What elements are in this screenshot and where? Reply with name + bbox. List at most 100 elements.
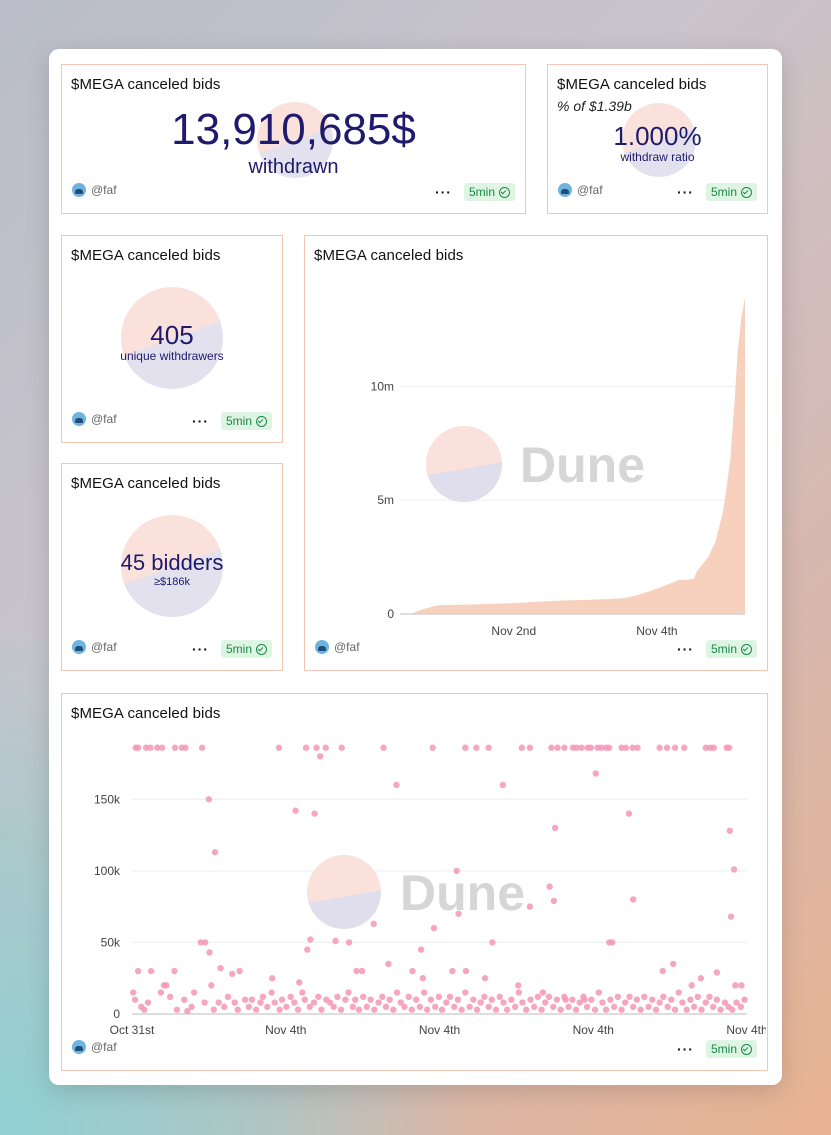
scatter-point (649, 996, 656, 1003)
scatter-point (633, 996, 641, 1003)
scatter-point (466, 1003, 473, 1011)
scatter-point (141, 1006, 148, 1013)
more-options-icon[interactable]: ··· (676, 1041, 694, 1057)
y-tick-label: 0 (387, 607, 394, 621)
withdrawn-value: 13,910,685$ (171, 105, 416, 154)
scatter-point (241, 996, 249, 1003)
scatter-point (659, 967, 666, 975)
scatter-point (729, 1006, 736, 1013)
scatter-point (417, 946, 425, 953)
scatter-point (311, 810, 318, 817)
check-circle-icon (741, 1043, 752, 1055)
scatter-point (515, 989, 523, 996)
y-tick-label: 150k (94, 792, 121, 806)
scatter-point (304, 946, 311, 953)
scatter-point (481, 993, 488, 1001)
scatter-point (630, 896, 637, 903)
scatter-point (338, 744, 345, 751)
more-options-icon[interactable]: ··· (191, 413, 209, 429)
scatter-point (236, 967, 243, 975)
scatter-point (591, 1006, 599, 1013)
scatter-point (231, 999, 238, 1006)
refresh-badge[interactable]: 5min (705, 640, 757, 658)
scatter-point (292, 807, 299, 814)
scatter-point (275, 744, 283, 751)
avatar (315, 640, 329, 654)
scatter-point (626, 993, 633, 1001)
author-link[interactable]: @faf (315, 640, 360, 654)
scatter-point (355, 1006, 363, 1013)
scatter-point (688, 982, 695, 989)
scatter-point (224, 993, 232, 1001)
refresh-badge[interactable]: 5min (705, 183, 757, 201)
scatter-point (409, 967, 416, 975)
scatter-point (332, 937, 339, 945)
scatter-point (245, 1003, 253, 1011)
scatter-point (264, 1003, 271, 1011)
bidders-counter-card[interactable]: $MEGA canceled bids 45 bidders ≥$186k @f… (61, 463, 283, 671)
scatter-point (733, 999, 740, 1006)
scatter-point (221, 1003, 228, 1011)
withdraw-ratio-card[interactable]: $MEGA canceled bids % of $1.39b 1.000% w… (547, 64, 768, 214)
scatter-point (316, 753, 324, 760)
scatter-point (462, 989, 469, 996)
scatter-point (606, 744, 613, 751)
scatter-point (679, 999, 686, 1006)
avatar (72, 1040, 86, 1054)
scatter-point (706, 993, 713, 1001)
scatter-point (455, 910, 462, 917)
scatter-point (675, 989, 682, 996)
scatter-point (550, 897, 558, 905)
scatter-point (551, 824, 559, 832)
author-link[interactable]: @faf (72, 183, 117, 197)
scatter-point (489, 939, 496, 946)
unique-withdrawers-card[interactable]: $MEGA canceled bids 405 unique withdrawe… (61, 235, 283, 443)
more-options-icon[interactable]: ··· (676, 184, 694, 200)
more-options-icon[interactable]: ··· (676, 641, 694, 657)
refresh-badge[interactable]: 5min (705, 1040, 757, 1058)
dune-watermark: Dune (307, 855, 525, 929)
scatter-point (557, 1006, 564, 1013)
scatter-point (427, 996, 435, 1003)
scatter-point (229, 970, 236, 978)
author-link[interactable]: @faf (72, 412, 117, 426)
withdrawn-counter-card[interactable]: $MEGA canceled bids 13,910,685$ withdraw… (61, 64, 526, 214)
scatter-point (730, 866, 738, 873)
author-link[interactable]: @faf (558, 183, 603, 197)
refresh-badge[interactable]: 5min (220, 412, 272, 430)
dune-watermark-text: Dune (400, 865, 525, 921)
refresh-badge[interactable]: 5min (220, 640, 272, 658)
scatter-point (622, 999, 629, 1006)
scatter-point (663, 744, 671, 751)
refresh-badge[interactable]: 5min (463, 183, 515, 201)
scatter-point (645, 1003, 652, 1011)
scatter-point (208, 982, 215, 989)
scatter-point (283, 1003, 290, 1011)
scatter-point (363, 1003, 371, 1011)
bids-scatter-chart-card[interactable]: $MEGA canceled bids 0 50k 100k 150k Dune Oct … (61, 693, 768, 1071)
author-link[interactable]: @faf (72, 640, 117, 654)
more-options-icon[interactable]: ··· (434, 184, 452, 200)
scatter-point (367, 996, 374, 1003)
scatter-point (370, 920, 377, 928)
scatter-point (539, 989, 547, 996)
dune-logo-watermark (257, 102, 333, 178)
scatter-point (741, 996, 748, 1003)
scatter-point (253, 1006, 260, 1013)
check-circle-icon (256, 415, 267, 427)
scatter-point (371, 1006, 378, 1013)
scatter-point (453, 867, 460, 875)
scatter-point (198, 744, 206, 751)
scatter-point (641, 993, 648, 1001)
scatter-point (449, 967, 456, 975)
author-link[interactable]: @faf (72, 1040, 117, 1054)
scatter-point (454, 996, 462, 1003)
scatter-point (660, 993, 667, 1001)
dune-watermark: Dune (426, 426, 645, 502)
scatter-point (458, 1006, 465, 1013)
more-options-icon[interactable]: ··· (191, 641, 209, 657)
scatter-point (431, 1003, 439, 1011)
scatter-point (496, 993, 503, 1001)
scatter-point (548, 744, 555, 751)
cumulative-area-chart-card[interactable]: $MEGA canceled bids 0 5m 10m Dune Nov 2nd Nov… (304, 235, 768, 671)
